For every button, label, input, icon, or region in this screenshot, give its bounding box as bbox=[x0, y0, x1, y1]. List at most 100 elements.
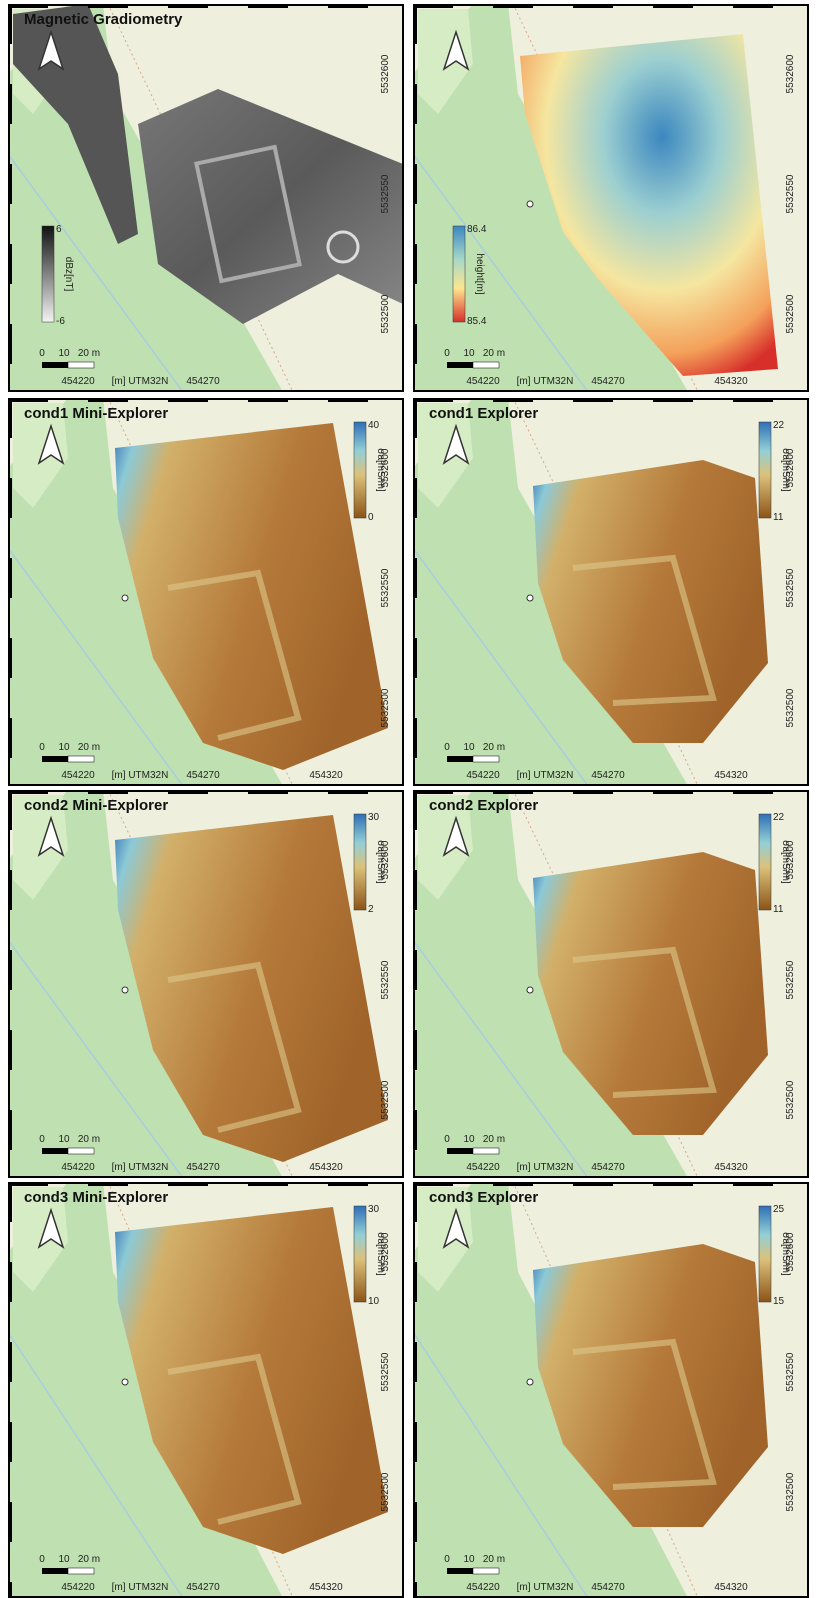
y-coordinate: 5532600 bbox=[785, 840, 796, 879]
frame-tick bbox=[168, 1182, 208, 1186]
x-coordinate: 454220 bbox=[466, 1582, 500, 1593]
scale-white bbox=[68, 1148, 94, 1154]
colorbar bbox=[354, 814, 366, 910]
x-coordinate: 454270 bbox=[591, 770, 625, 781]
y-coordinate: 5532500 bbox=[785, 1080, 796, 1119]
frame-tick bbox=[413, 398, 453, 402]
frame-tick bbox=[8, 950, 12, 990]
y-coordinate: 5532500 bbox=[785, 294, 796, 333]
map-panel: 2211σa[mS/m]cond2 Explorer01020 m454220[… bbox=[413, 790, 809, 1178]
scale-label: 0 bbox=[444, 348, 450, 359]
frame-tick bbox=[413, 558, 417, 598]
frame-tick bbox=[8, 1030, 12, 1070]
y-coordinate: 5532550 bbox=[380, 174, 391, 213]
frame-tick bbox=[8, 1110, 12, 1150]
frame-tick bbox=[328, 398, 368, 402]
scale-label: 10 bbox=[58, 742, 70, 753]
x-coordinate: 454320 bbox=[714, 1162, 748, 1173]
scale-black bbox=[42, 756, 68, 762]
marker bbox=[122, 987, 128, 993]
colorbar-max: 22 bbox=[773, 420, 785, 431]
frame-tick bbox=[168, 790, 208, 794]
scale-white bbox=[68, 1568, 94, 1574]
scale-white bbox=[473, 362, 499, 368]
y-coordinate: 5532600 bbox=[785, 448, 796, 487]
figure: 6-6dBz[nT]Magnetic Gradiometry01020 m454… bbox=[0, 0, 817, 1598]
frame-tick bbox=[8, 164, 12, 204]
x-coordinate: [m] UTM32N bbox=[112, 1162, 169, 1173]
scale-label: 0 bbox=[444, 742, 450, 753]
frame-tick bbox=[328, 790, 368, 794]
scale-label: 10 bbox=[463, 1554, 475, 1565]
frame-tick bbox=[328, 4, 368, 8]
frame-tick bbox=[8, 4, 48, 8]
colorbar-min: 11 bbox=[773, 904, 784, 915]
x-coordinate: [m] UTM32N bbox=[517, 770, 574, 781]
frame-tick bbox=[168, 4, 208, 8]
y-coordinate: 5532500 bbox=[380, 688, 391, 727]
marker bbox=[527, 595, 533, 601]
panel-title: cond1 Explorer bbox=[429, 405, 538, 422]
frame-tick bbox=[413, 790, 417, 830]
frame-tick bbox=[88, 4, 128, 8]
y-coordinate: 5532550 bbox=[785, 174, 796, 213]
scale-white bbox=[68, 362, 94, 368]
frame-tick bbox=[8, 1342, 12, 1382]
x-coordinate: [m] UTM32N bbox=[112, 770, 169, 781]
y-coordinate: 5532500 bbox=[380, 1080, 391, 1119]
frame-tick bbox=[413, 478, 417, 518]
y-coordinate: 5532600 bbox=[380, 840, 391, 879]
frame-tick bbox=[8, 398, 12, 438]
scale-label: 20 m bbox=[483, 1554, 505, 1565]
x-coordinate: 454320 bbox=[309, 1162, 343, 1173]
colorbar-min: 2 bbox=[368, 904, 374, 915]
panel-title: cond2 Explorer bbox=[429, 797, 538, 814]
scale-label: 20 m bbox=[78, 742, 100, 753]
x-coordinate: 454220 bbox=[466, 376, 500, 387]
frame-tick bbox=[8, 1422, 12, 1462]
scale-label: 10 bbox=[58, 1134, 70, 1145]
x-coordinate: 454270 bbox=[186, 376, 220, 387]
frame-tick bbox=[8, 4, 12, 44]
scale-label: 0 bbox=[444, 1554, 450, 1565]
x-coordinate: 454220 bbox=[466, 770, 500, 781]
scale-label: 20 m bbox=[78, 348, 100, 359]
x-coordinate: 454220 bbox=[466, 1162, 500, 1173]
x-coordinate: [m] UTM32N bbox=[517, 1582, 574, 1593]
frame-tick bbox=[413, 1182, 417, 1222]
frame-tick bbox=[733, 1182, 773, 1186]
frame-tick bbox=[413, 84, 417, 124]
panel-title: Magnetic Gradiometry bbox=[24, 11, 183, 28]
y-coordinate: 5532500 bbox=[785, 1472, 796, 1511]
frame-tick bbox=[413, 1582, 417, 1598]
scale-black bbox=[42, 1148, 68, 1154]
frame-tick bbox=[573, 1182, 613, 1186]
panel-title: cond1 Mini-Explorer bbox=[24, 405, 168, 422]
colorbar bbox=[354, 422, 366, 518]
scale-label: 20 m bbox=[78, 1554, 100, 1565]
x-coordinate: 454270 bbox=[591, 1582, 625, 1593]
colorbar-min: 85.4 bbox=[467, 316, 487, 327]
x-coordinate: 454220 bbox=[61, 770, 95, 781]
marker bbox=[122, 595, 128, 601]
scale-label: 20 m bbox=[483, 742, 505, 753]
frame-tick bbox=[88, 1182, 128, 1186]
frame-tick bbox=[493, 790, 533, 794]
x-coordinate: 454270 bbox=[591, 1162, 625, 1173]
frame-tick bbox=[413, 718, 417, 758]
panel-title: cond3 Mini-Explorer bbox=[24, 1189, 168, 1206]
frame-tick bbox=[8, 790, 12, 830]
x-coordinate: 454320 bbox=[714, 1582, 748, 1593]
colorbar-min: 11 bbox=[773, 512, 784, 523]
y-coordinate: 5532600 bbox=[380, 1232, 391, 1271]
y-coordinate: 5532550 bbox=[785, 1352, 796, 1391]
frame-tick bbox=[413, 164, 417, 204]
frame-tick bbox=[8, 1182, 12, 1222]
frame-tick bbox=[493, 1182, 533, 1186]
frame-tick bbox=[413, 1110, 417, 1150]
frame-tick bbox=[413, 324, 417, 364]
y-coordinate: 5532550 bbox=[380, 568, 391, 607]
colorbar-max: 40 bbox=[368, 420, 380, 431]
y-coordinate: 5532600 bbox=[380, 448, 391, 487]
